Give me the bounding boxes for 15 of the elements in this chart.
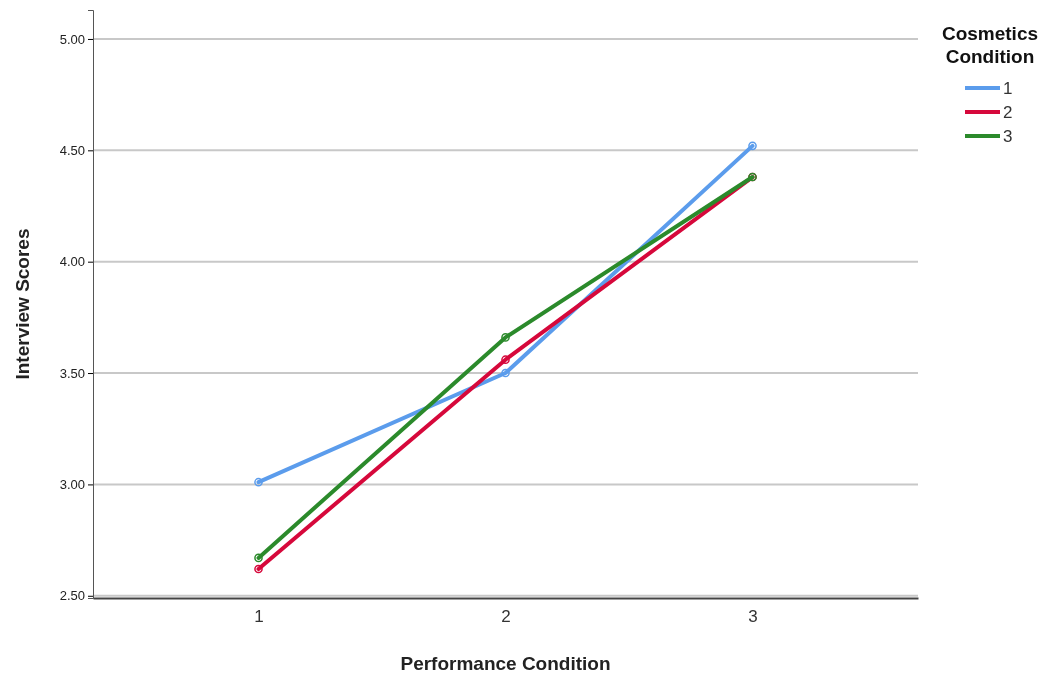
y-tick-label: 5.00 [59, 31, 85, 47]
legend-label: 2 [1003, 103, 1013, 122]
y-tick-label: 3.50 [59, 365, 85, 381]
y-tick-label: 2.50 [59, 588, 85, 604]
x-tick-label: 1 [254, 607, 264, 627]
y-axis-title: Interview Scores [12, 228, 33, 380]
x-tick-label: 2 [501, 607, 511, 627]
legend-label: 3 [1003, 127, 1013, 146]
x-axis-title: Performance Condition [400, 653, 611, 674]
legend-label: 1 [1003, 79, 1013, 98]
y-tick-label: 4.50 [59, 142, 85, 158]
legend-title: Cosmetics Condition [941, 23, 1039, 67]
y-tick-label: 4.00 [59, 254, 85, 270]
y-tick-label: 3.00 [59, 477, 85, 493]
x-tick-label: 3 [748, 607, 758, 627]
